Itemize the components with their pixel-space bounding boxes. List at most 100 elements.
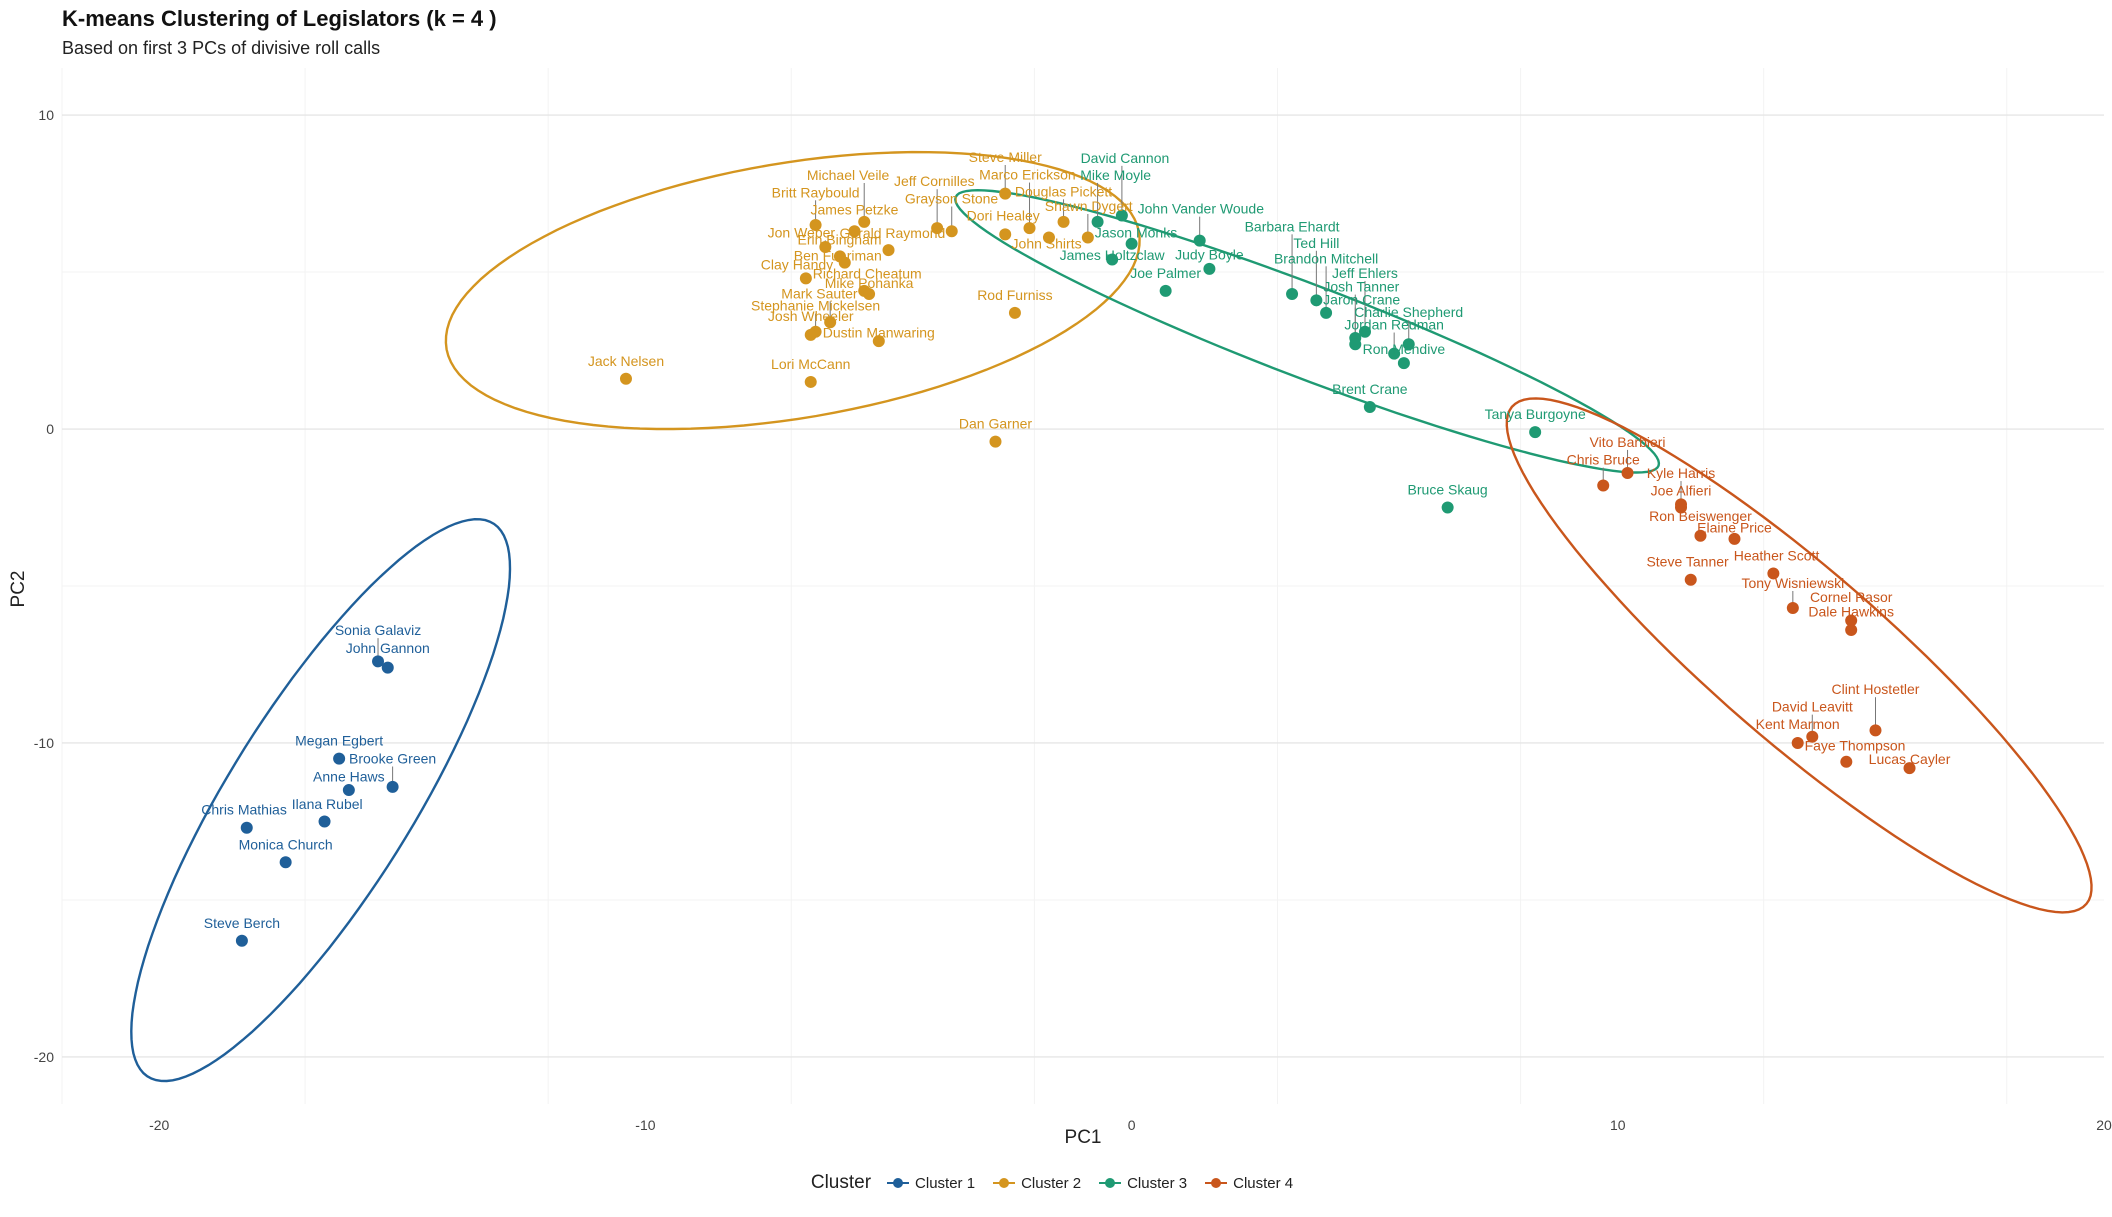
point-label: James Petzke: [811, 201, 899, 217]
data-point: [381, 661, 394, 674]
legend-key: [993, 1177, 1016, 1189]
data-point: [1203, 262, 1216, 275]
data-point: [804, 328, 817, 341]
legend: Cluster Cluster 1 Cluster 2 Cluster 3 Clust…: [0, 1172, 2112, 1194]
point-label: Tanya Burgoyne: [1485, 406, 1586, 422]
x-tick-label: 0: [1128, 1117, 1136, 1133]
point-label: David Cannon: [1081, 150, 1170, 166]
point-label: Jason Monks: [1095, 225, 1177, 241]
point-label: Jordan Redman: [1344, 317, 1444, 333]
point-label: Stephanie Mickelsen: [751, 298, 880, 314]
point-label: Megan Egbert: [295, 733, 383, 749]
legend-item: Cluster 2: [993, 1175, 1081, 1192]
point-label: Charlie Shepherd: [1354, 304, 1463, 320]
data-point: [1310, 294, 1323, 307]
data-point: [799, 272, 812, 285]
point-label: Jack Nelsen: [588, 353, 664, 369]
x-tick-label: -20: [149, 1117, 169, 1133]
data-point: [1057, 215, 1070, 228]
point-label: Mark Sauter: [781, 285, 858, 301]
data-point: [1397, 357, 1410, 370]
point-label: Anne Haws: [313, 768, 385, 784]
point-label: James Holtzclaw: [1060, 247, 1166, 263]
point-label: Marco Erickson: [979, 167, 1075, 183]
point-label: Mike Pohanka: [825, 275, 914, 291]
data-point: [1159, 284, 1172, 297]
point-label: Lori McCann: [771, 356, 850, 372]
data-point: [882, 244, 895, 257]
data-point: [989, 435, 1002, 448]
data-point: [1042, 231, 1055, 244]
point-label: Clint Hostetler: [1832, 681, 1920, 697]
point-label: Dale Hawkins: [1808, 603, 1894, 619]
data-point: [1903, 762, 1916, 775]
legend-key: [1099, 1177, 1122, 1189]
point-label: Steve Tanner: [1646, 554, 1729, 570]
point-label: Jon Weber: [768, 224, 836, 240]
data-point: [1767, 567, 1780, 580]
legend-item: Cluster 4: [1205, 1175, 1293, 1192]
legend-title: Cluster: [810, 1172, 872, 1193]
data-point: [279, 856, 292, 869]
data-point: [1845, 623, 1858, 636]
point-label: Ron Mendive: [1363, 341, 1446, 357]
data-point: [1402, 338, 1415, 351]
point-label: Shawn Dygert: [1045, 198, 1133, 214]
point-label: Grayson Stone: [905, 190, 999, 206]
data-point: [342, 784, 355, 797]
point-label: Judy Boyle: [1175, 247, 1244, 263]
point-label: Faye Thompson: [1805, 737, 1906, 753]
data-point: [235, 934, 248, 947]
point-label: Joe Alfieri: [1651, 483, 1712, 499]
data-point: [1694, 529, 1707, 542]
data-point: [1441, 501, 1454, 514]
data-point: [318, 815, 331, 828]
legend-label: Cluster 3: [1127, 1174, 1188, 1192]
cluster-ellipse-4: [1505, 397, 2093, 914]
point-label: Cornel Rasor: [1810, 589, 1893, 605]
data-point: [1728, 532, 1741, 545]
data-point: [619, 372, 632, 385]
point-label: Bruce Skaug: [1408, 482, 1488, 498]
cluster-ellipse-2: [444, 150, 1141, 431]
point-label: John Shirts: [1012, 235, 1082, 251]
point-label: Barbara Ehardt: [1245, 218, 1340, 234]
data-point: [1349, 338, 1362, 351]
data-point: [1091, 215, 1104, 228]
x-axis-label: PC1: [1065, 1127, 1102, 1148]
point-label: Dustin Manwaring: [823, 324, 935, 340]
point-label: Elaine Price: [1697, 519, 1772, 535]
point-label: Steve Miller: [969, 149, 1042, 165]
data-point: [386, 780, 399, 793]
cluster-ellipse-3: [954, 188, 1661, 474]
data-point: [333, 752, 346, 765]
data-point: [999, 187, 1012, 200]
data-point: [372, 655, 385, 668]
data-point: [1193, 234, 1206, 247]
y-tick-label: -10: [34, 735, 54, 751]
point-label: Ted Hill: [1293, 235, 1339, 251]
point-label: Douglas Pickett: [1015, 183, 1112, 199]
point-labels: Sonia Galaviz John Gannon Megan Egbert Broo…: [201, 149, 1950, 931]
data-point: [809, 218, 822, 231]
point-label: Josh Tanner: [1323, 279, 1399, 295]
legend-label: Cluster 4: [1233, 1174, 1294, 1192]
data-point: [1806, 730, 1819, 743]
point-label: Lucas Cayler: [1869, 751, 1951, 767]
data-point: [1597, 479, 1610, 492]
chart-subtitle: Based on first 3 PCs of divisive roll ca…: [62, 38, 381, 58]
data-point: [1008, 306, 1021, 319]
y-tick-label: 0: [46, 421, 54, 437]
point-label: Kyle Harris: [1647, 465, 1715, 481]
data-point: [1840, 755, 1853, 768]
cluster-ellipses: [130, 150, 2093, 1083]
data-point: [819, 240, 832, 253]
data-point: [1320, 306, 1333, 319]
x-tick-label: 20: [2096, 1117, 2112, 1133]
point-label: Steve Berch: [204, 915, 280, 931]
point-label: Erin Bingham: [797, 232, 881, 248]
data-point: [1791, 736, 1804, 749]
point-label: Jaron Crane: [1323, 291, 1400, 307]
